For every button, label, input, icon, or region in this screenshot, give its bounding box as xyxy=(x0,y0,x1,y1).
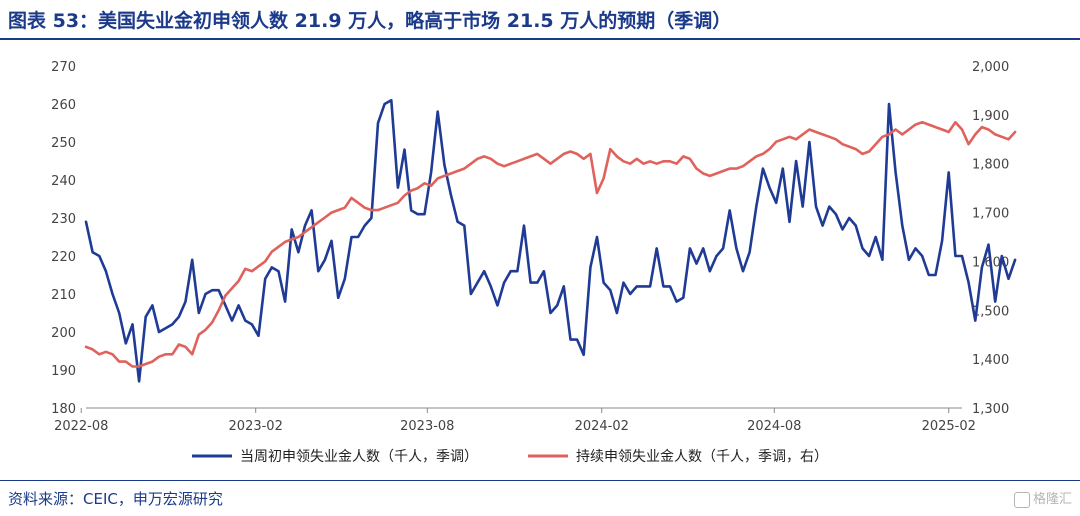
watermark-text: 格隆汇 xyxy=(1032,492,1072,507)
y2-tick-label: 2,000 xyxy=(972,60,1009,75)
y2-tick-label: 1,800 xyxy=(972,158,1009,173)
watermark-logo-icon xyxy=(1013,491,1030,508)
series-line-continuing-claims xyxy=(84,120,1017,368)
x-tick-label: 2022-08 xyxy=(54,419,108,434)
y2-tick-label: 1,300 xyxy=(972,402,1009,417)
y-tick-label: 190 xyxy=(51,364,76,379)
x-tick-label: 2025-02 xyxy=(922,419,976,434)
source-note: 资料来源：CEIC，申万宏源研究 xyxy=(8,490,223,508)
line-chart: 180 190 200 210 220 230 240 250 260 270 1,300 1,400… xyxy=(51,60,1017,465)
title-rule xyxy=(0,38,1080,40)
x-tick-label: 2023-02 xyxy=(229,419,283,434)
y-tick-label: 220 xyxy=(51,250,76,265)
y2-tick-label: 1,900 xyxy=(972,109,1009,124)
x-tick-label: 2023-08 xyxy=(400,419,454,434)
legend-label: 持续申领失业金人数（千人，季调，右） xyxy=(576,448,828,465)
y-tick-label: 230 xyxy=(51,212,76,227)
y-tick-label: 210 xyxy=(51,288,76,303)
legend-label: 当周初申领失业金人数（千人，季调） xyxy=(240,448,478,465)
y-tick-label: 200 xyxy=(51,326,76,341)
source-rule xyxy=(0,480,1080,481)
y-tick-label: 260 xyxy=(51,98,76,113)
y-tick-label: 270 xyxy=(51,60,76,75)
y2-tick-label: 1,700 xyxy=(972,207,1009,222)
y-tick-label: 240 xyxy=(51,174,76,189)
x-tick-label: 2024-02 xyxy=(575,419,629,434)
y2-tick-label: 1,500 xyxy=(972,304,1009,319)
x-tick-label: 2024-08 xyxy=(747,419,801,434)
y-tick-label: 180 xyxy=(51,402,76,417)
chart-title: 图表 53：美国失业金初申领人数 21.9 万人，略高于市场 21.5 万人的预… xyxy=(8,10,732,32)
y-tick-label: 250 xyxy=(51,136,76,151)
series-line-initial-claims xyxy=(84,98,1017,383)
watermark: 格隆汇 xyxy=(1013,488,1072,508)
y2-tick-label: 1,400 xyxy=(972,353,1009,368)
